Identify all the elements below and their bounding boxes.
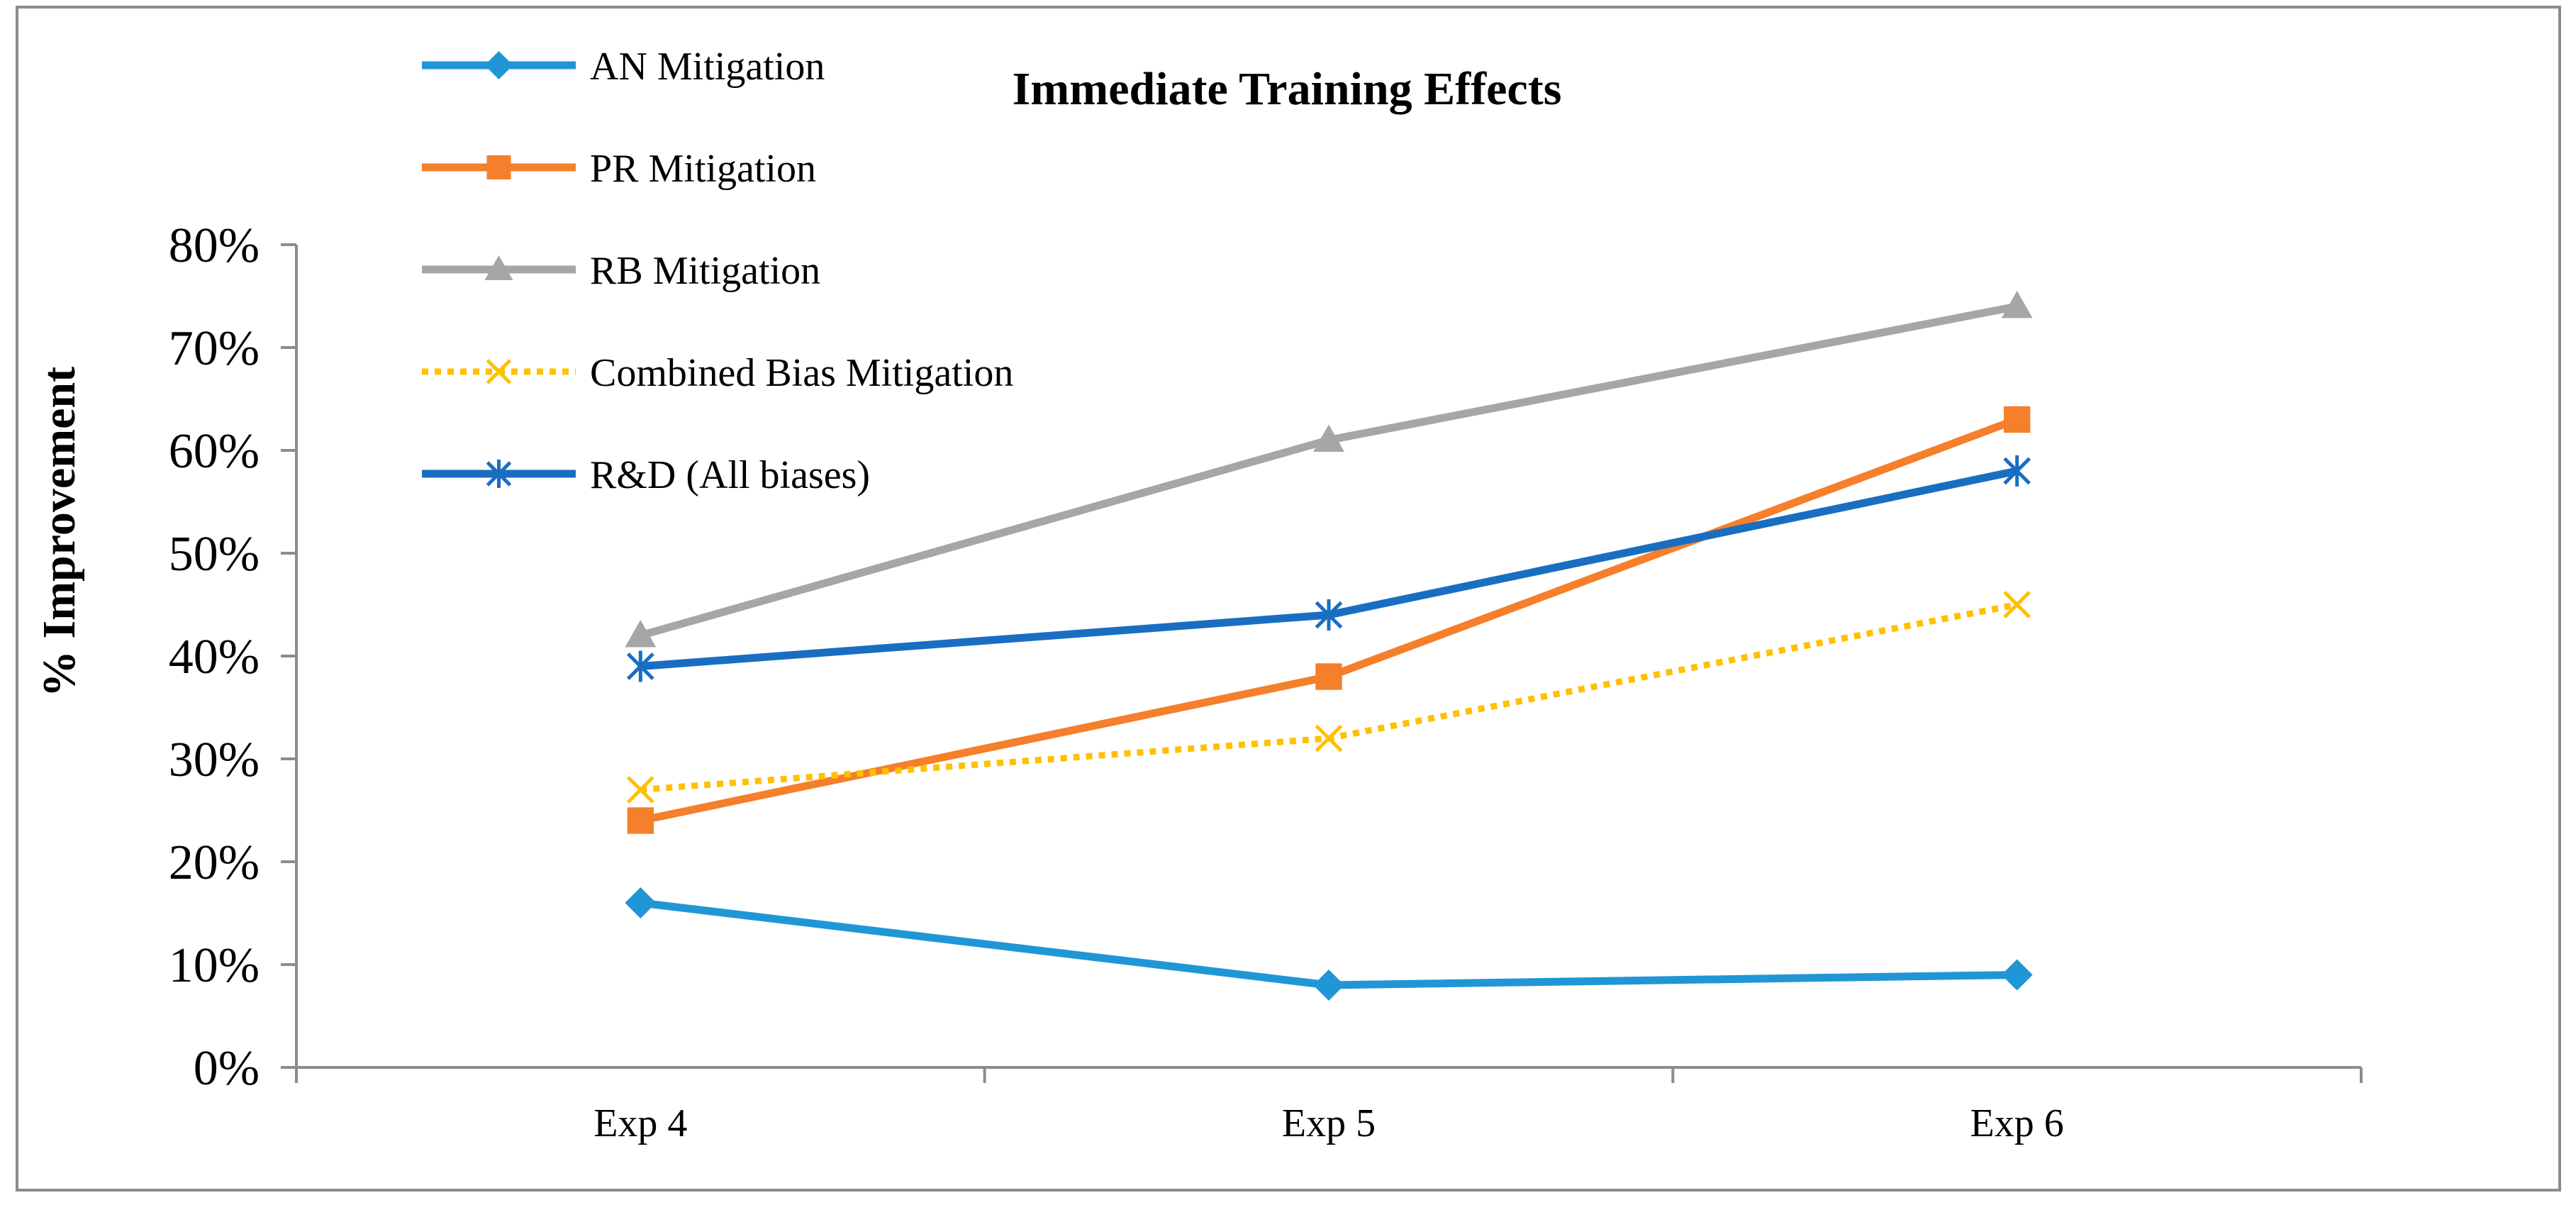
y-tick-label: 20% <box>169 835 260 890</box>
legend-marker-an <box>484 51 513 79</box>
legend-label: R&D (All biases) <box>590 453 870 497</box>
y-tick-label: 0% <box>194 1041 260 1096</box>
data-point-rb <box>625 620 657 648</box>
series-combined <box>626 591 2031 804</box>
x-tick-label: Exp 6 <box>1970 1101 2064 1145</box>
data-point-combined <box>626 776 654 804</box>
chart-title: Immediate Training Effects <box>1013 63 1562 115</box>
y-axis-label: % Improvement <box>33 367 85 697</box>
legend-marker-rd <box>486 460 512 488</box>
data-point-rb <box>1313 424 1344 452</box>
series-rd <box>626 455 2031 682</box>
data-point-rd <box>626 650 654 682</box>
legend-item-pr: PR Mitigation <box>422 147 816 191</box>
series-an <box>625 887 2033 1001</box>
legend-marker-rb <box>484 255 513 280</box>
legend-item-combined: Combined Bias Mitigation <box>422 351 1013 395</box>
data-point-an <box>625 887 657 918</box>
legend-item-an: AN Mitigation <box>422 45 825 89</box>
data-point-pr <box>1315 663 1342 690</box>
marker-stroke <box>2003 591 2031 618</box>
legend-label: Combined Bias Mitigation <box>590 351 1013 395</box>
data-point-combined <box>1315 724 1343 753</box>
axes: 0% 10% 20% 30% 40% 50% 60% 70% 80% Exp 4 Exp 5 Exp … <box>169 218 2363 1145</box>
x-tick-label: Exp 5 <box>1282 1101 1376 1145</box>
y-tick-label: 30% <box>169 733 260 787</box>
series-rb <box>625 291 2033 648</box>
legend-marker-pr <box>486 155 511 179</box>
marker-stroke <box>486 359 512 384</box>
series-layer <box>625 291 2033 1001</box>
data-point-rd <box>1315 599 1343 631</box>
legend-label: RB Mitigation <box>590 249 820 293</box>
marker-stroke <box>626 776 654 804</box>
y-tick-label: 70% <box>169 321 260 376</box>
y-tick-label: 80% <box>169 218 260 273</box>
y-tick-label: 10% <box>169 938 260 993</box>
y-tick-label: 60% <box>169 424 260 479</box>
legend: AN Mitigation PR Mitigation RB Mitigation C… <box>422 45 1013 497</box>
data-point-combined <box>2003 591 2031 618</box>
y-tick-label: 40% <box>169 630 260 684</box>
data-point-pr <box>2003 406 2031 433</box>
data-point-rb <box>2001 291 2033 318</box>
legend-label: PR Mitigation <box>590 147 816 191</box>
y-tick-label: 50% <box>169 527 260 582</box>
legend-marker-combined <box>486 359 512 384</box>
x-tick-label: Exp 4 <box>593 1101 687 1145</box>
data-point-pr <box>627 807 654 834</box>
marker-stroke <box>1315 724 1343 753</box>
data-point-an <box>1313 970 1344 1001</box>
chart-border <box>16 6 2561 1192</box>
data-point-rd <box>2003 455 2031 487</box>
legend-item-rb: RB Mitigation <box>422 249 820 293</box>
legend-item-rd: R&D (All biases) <box>422 453 870 497</box>
data-point-an <box>2001 959 2033 991</box>
legend-label: AN Mitigation <box>590 45 825 89</box>
